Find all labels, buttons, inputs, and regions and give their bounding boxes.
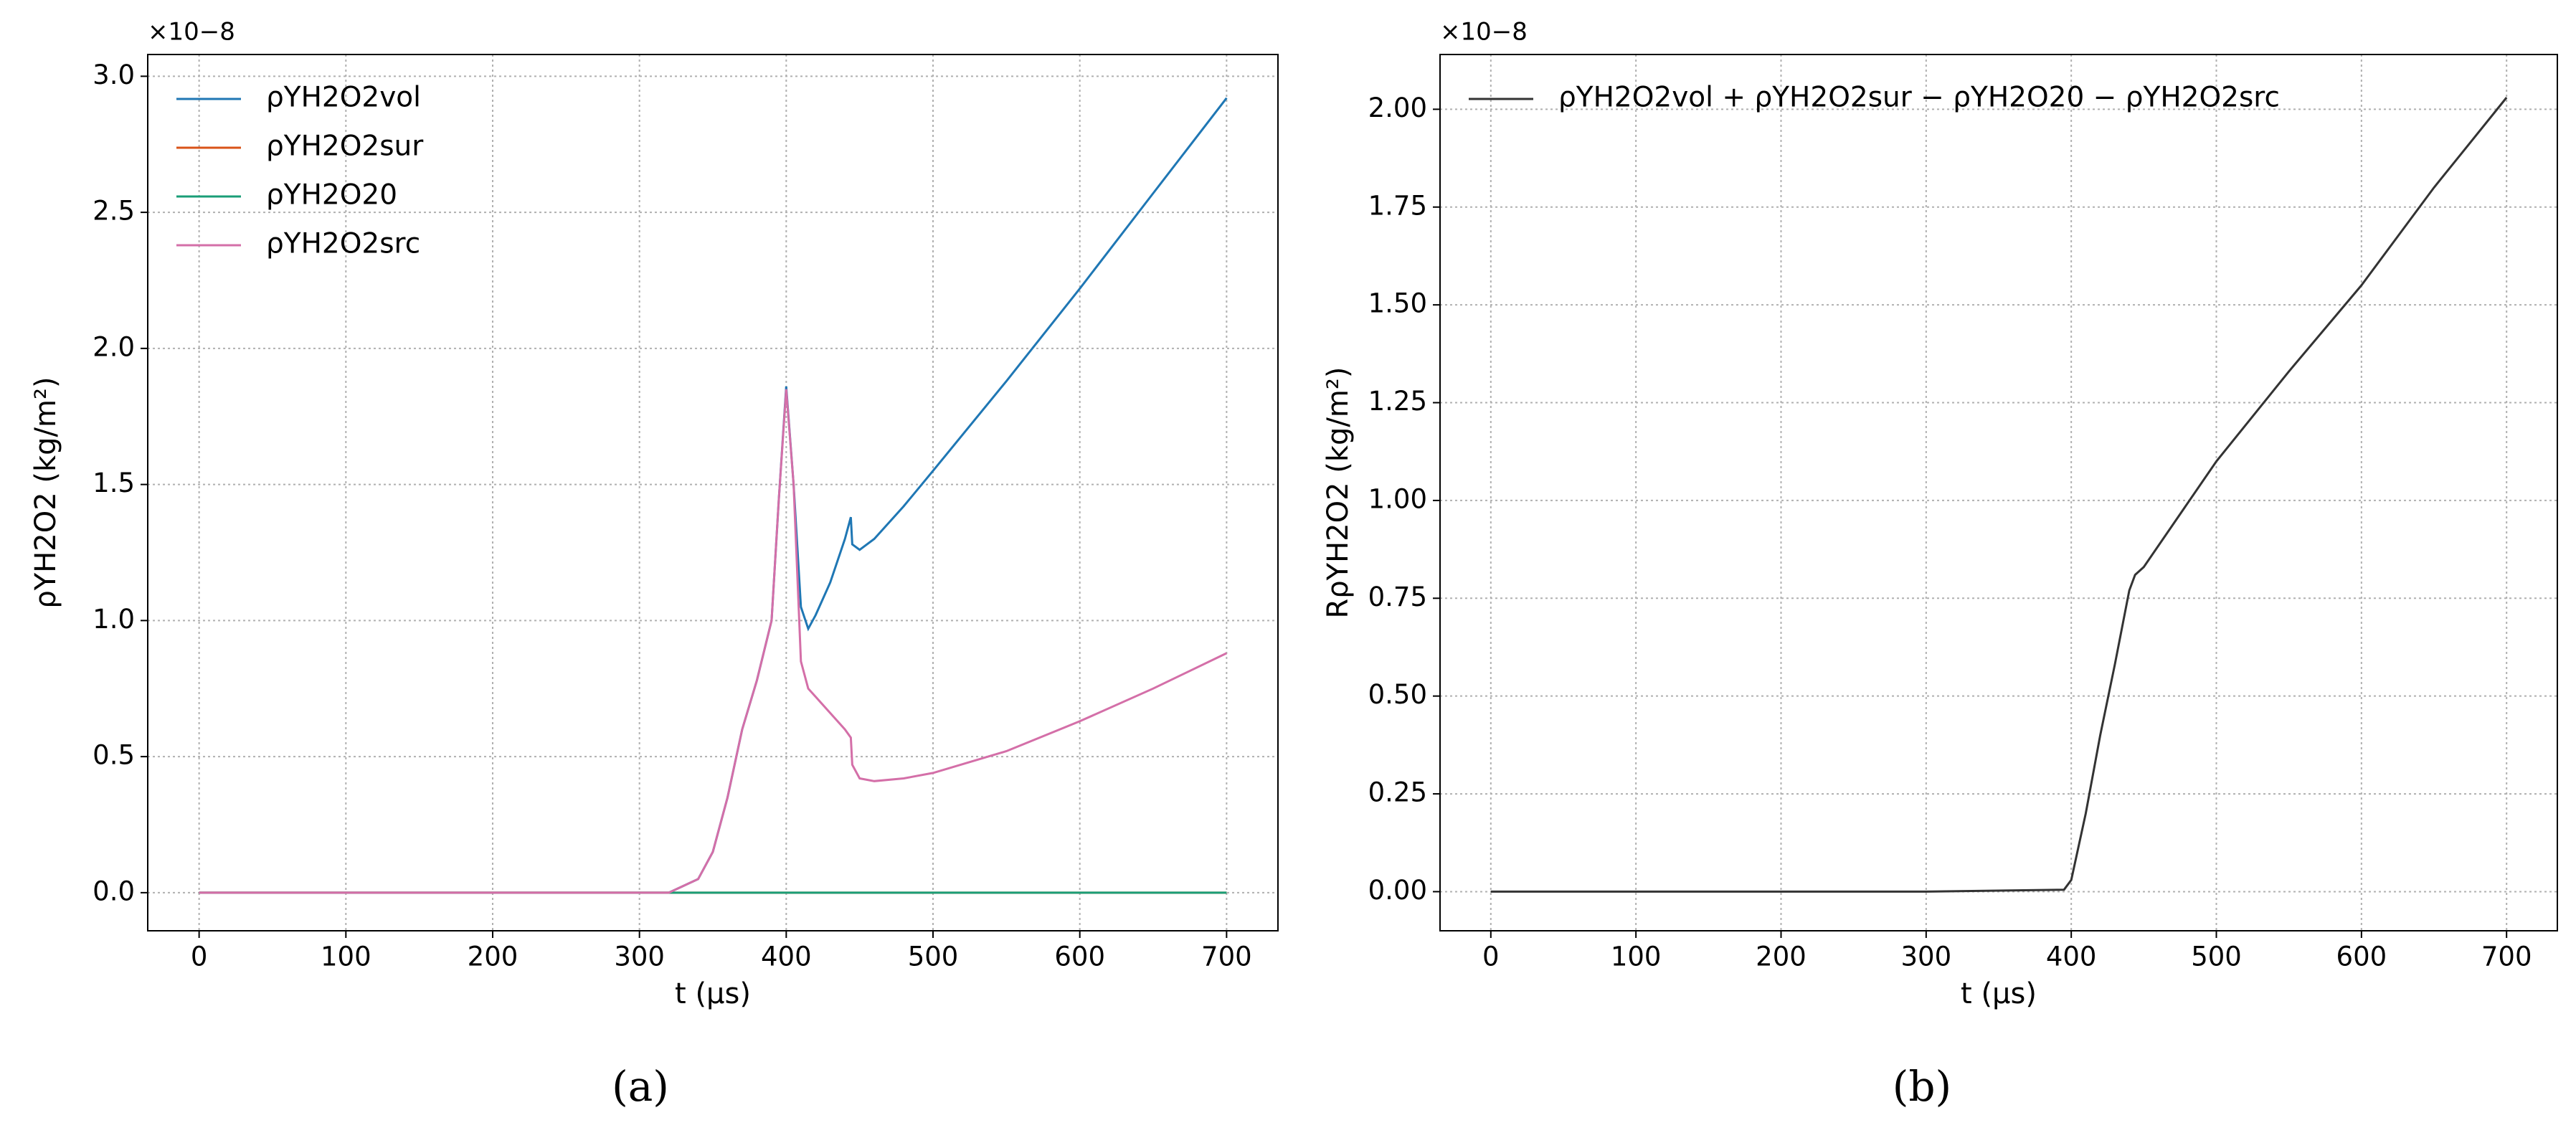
series-line [1490, 97, 2508, 893]
y-tick-label: 2.5 [93, 196, 135, 227]
x-tick-label: 200 [1756, 942, 1806, 972]
y-tick-label: 3.0 [93, 60, 135, 90]
y-tick-label: 0.00 [1368, 875, 1427, 906]
offset-text: ×10−8 [1440, 18, 1528, 47]
y-tick-label: 0.5 [93, 740, 135, 771]
plot-frame [1439, 54, 2558, 931]
x-tick-label: 400 [2046, 942, 2097, 972]
y-tick-label: 0.25 [1368, 777, 1427, 808]
y-tick-label: 1.00 [1368, 483, 1427, 514]
legend-label: ρYH2O2vol + ρYH2O2sur − ρYH2O20 − ρYH2O2… [1558, 82, 2280, 114]
legend-label: ρYH2O2vol [266, 82, 421, 114]
x-tick-label: 500 [908, 942, 959, 972]
legend-label: ρYH2O2src [266, 228, 420, 260]
series-line [199, 97, 1228, 894]
x-axis-label: t (μs) [1961, 977, 2037, 1010]
x-tick-label: 0 [191, 942, 208, 972]
x-tick-label: 300 [1901, 942, 1952, 972]
x-tick-label: 400 [761, 942, 812, 972]
x-tick-label: 600 [2336, 942, 2387, 972]
caption: (a) [612, 1062, 669, 1111]
legend-label: ρYH2O20 [266, 179, 397, 212]
caption: (b) [1893, 1062, 1951, 1111]
x-tick-label: 200 [468, 942, 518, 972]
x-tick-label: 600 [1054, 942, 1105, 972]
y-tick-label: 1.25 [1368, 386, 1427, 417]
y-axis-label: RρYH2O2 (kg/m²) [1322, 366, 1355, 618]
y-tick-label: 1.0 [93, 604, 135, 635]
y-tick-label: 1.50 [1368, 288, 1427, 319]
x-tick-label: 700 [2481, 942, 2532, 972]
x-tick-label: 100 [321, 942, 371, 972]
y-tick-label: 0.50 [1368, 679, 1427, 710]
y-tick-label: 2.00 [1368, 93, 1427, 123]
x-axis-label: t (μs) [675, 977, 751, 1010]
y-tick-label: 2.0 [93, 331, 135, 362]
x-tick-label: 100 [1611, 942, 1662, 972]
y-tick-label: 1.75 [1368, 190, 1427, 221]
y-axis-label: ρYH2O2 (kg/m²) [29, 376, 62, 608]
plot-frame [147, 54, 1279, 931]
x-tick-label: 300 [614, 942, 665, 972]
y-tick-label: 1.5 [93, 468, 135, 498]
legend-label: ρYH2O2sur [266, 131, 424, 163]
y-tick-label: 0.0 [93, 876, 135, 906]
x-tick-label: 700 [1201, 942, 1252, 972]
x-tick-label: 500 [2191, 942, 2242, 972]
series-line [199, 389, 1228, 894]
offset-text: ×10−8 [148, 18, 235, 47]
x-tick-label: 0 [1482, 942, 1500, 972]
y-tick-label: 0.75 [1368, 582, 1427, 612]
